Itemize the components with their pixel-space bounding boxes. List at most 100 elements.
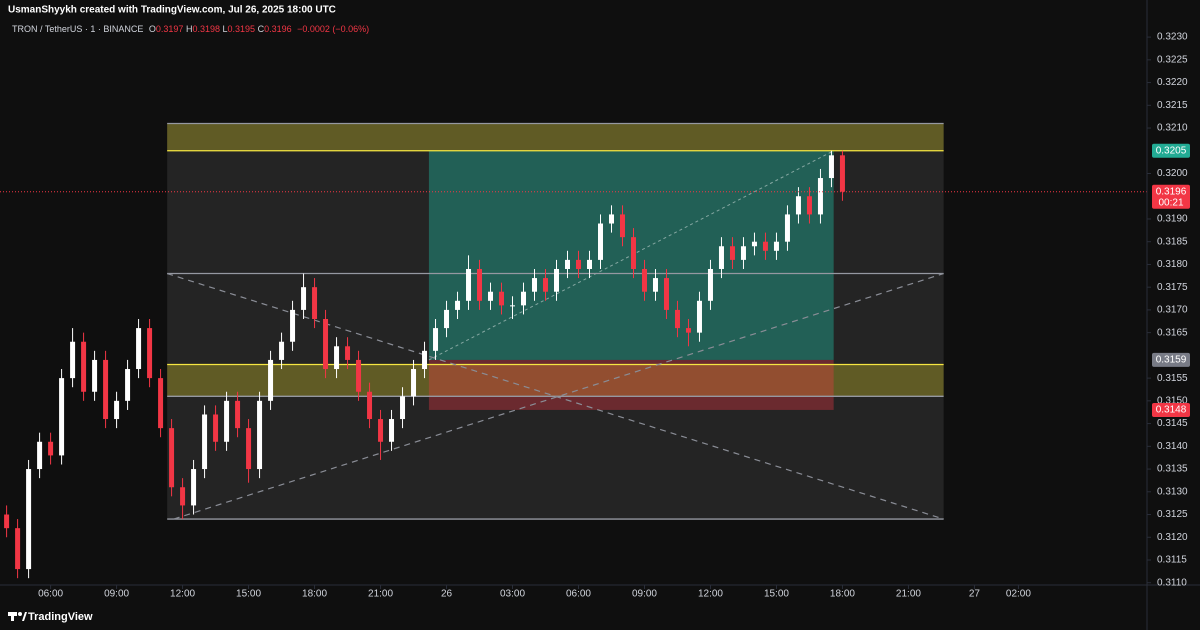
- candle-body: [817, 178, 823, 215]
- x-tick-label: 03:00: [500, 589, 525, 600]
- candle-body: [554, 268, 560, 292]
- brand-name: TradingView: [28, 611, 93, 623]
- last-price-label: 0.3196: [1156, 186, 1187, 197]
- candle-body: [543, 278, 549, 292]
- candle-body: [455, 300, 461, 310]
- candle-body: [158, 378, 164, 429]
- candle-body: [707, 268, 713, 301]
- position-path: [428, 150, 834, 361]
- y-tick-label: 0.3190: [1157, 214, 1188, 225]
- price-badge: [1152, 143, 1190, 158]
- y-tick-label: 0.3225: [1157, 54, 1188, 65]
- y-tick-label: 0.3215: [1157, 100, 1188, 111]
- candle-body: [784, 214, 790, 242]
- candle-body: [202, 414, 208, 470]
- candle-body: [290, 309, 296, 342]
- candle-body: [81, 341, 87, 392]
- x-tick-label: 15:00: [764, 589, 789, 600]
- candle-body: [521, 291, 527, 306]
- candle-body: [795, 196, 801, 215]
- candle-body: [729, 246, 735, 260]
- y-tick-label: 0.3130: [1157, 486, 1188, 497]
- candle-body: [92, 359, 98, 392]
- candle-body: [235, 400, 241, 429]
- last-price-badge: [1152, 184, 1190, 209]
- candle-body: [488, 291, 494, 301]
- x-tick-label: 02:00: [1006, 589, 1031, 600]
- zone: [167, 123, 944, 151]
- candle-body: [565, 259, 571, 269]
- candle-body: [597, 223, 603, 260]
- y-tick-label: 0.3165: [1157, 327, 1188, 338]
- candle-body: [367, 391, 373, 420]
- candle-body: [740, 246, 746, 260]
- ohlc-key: H: [186, 24, 193, 34]
- y-tick-label: 0.3230: [1157, 32, 1188, 43]
- y-tick-label: 0.3125: [1157, 509, 1188, 520]
- ohlc-value: 0.3195: [228, 24, 256, 34]
- candle-body: [477, 268, 483, 301]
- y-tick-label: 0.3180: [1157, 259, 1188, 270]
- candle-body: [532, 278, 538, 292]
- x-tick-label: 26: [441, 589, 453, 600]
- position-loss: [428, 359, 834, 410]
- y-tick-label: 0.3200: [1157, 168, 1188, 179]
- candle-body: [279, 341, 285, 360]
- candle-body: [663, 278, 669, 310]
- candle-body: [411, 369, 417, 397]
- y-tick-label: 0.3110: [1157, 577, 1187, 588]
- price-badge-label: 0.3205: [1156, 145, 1187, 156]
- price-badge: [1152, 352, 1190, 367]
- ohlc-value: 0.3197: [156, 24, 184, 34]
- y-tick-label: 0.3120: [1157, 532, 1188, 543]
- x-tick-label: 18:00: [302, 589, 327, 600]
- candle-body: [4, 514, 10, 529]
- candle-body: [619, 214, 625, 238]
- candle-body: [257, 400, 263, 470]
- y-tick-label: 0.3140: [1157, 441, 1188, 452]
- x-tick-label: 27: [969, 589, 981, 600]
- x-tick-label: 21:00: [368, 589, 393, 600]
- y-tick-label: 0.3150: [1157, 395, 1188, 406]
- y-tick-label: 0.3175: [1157, 282, 1188, 293]
- candle-body: [806, 196, 812, 215]
- candle-body: [301, 287, 307, 310]
- symbol: TRON / TetherUS · 1 · BINANCE: [12, 24, 143, 34]
- x-tick-label: 12:00: [170, 589, 195, 600]
- price-badge: [1152, 402, 1190, 417]
- candle-body: [718, 246, 724, 269]
- candle-body: [378, 419, 384, 442]
- logo-shape: [11, 612, 14, 621]
- candle-body: [773, 241, 779, 251]
- candle-body: [422, 350, 428, 370]
- y-tick-label: 0.3170: [1157, 305, 1188, 316]
- candle-body: [630, 237, 636, 269]
- candle-body: [37, 441, 43, 470]
- candle-body: [334, 346, 340, 370]
- candle-body: [608, 214, 614, 224]
- candle-body: [15, 528, 21, 570]
- symbol-legend: TRON / TetherUS · 1 · BINANCE O0.3197 H0…: [12, 24, 369, 34]
- candle-body: [70, 341, 76, 379]
- candle-body: [59, 378, 65, 456]
- y-tick-label: 0.3155: [1157, 373, 1188, 384]
- y-tick-label: 0.3145: [1157, 418, 1188, 429]
- candle-body: [268, 359, 274, 401]
- ohlc-key: L: [223, 24, 228, 34]
- zone: [167, 364, 944, 397]
- candle-body: [828, 155, 834, 179]
- x-tick-label: 12:00: [698, 589, 723, 600]
- candle-body: [191, 469, 197, 506]
- x-tick-label: 15:00: [236, 589, 261, 600]
- ohlc-value: 0.3198: [192, 24, 220, 34]
- candle-body: [575, 259, 581, 269]
- x-tick-label: 18:00: [830, 589, 855, 600]
- y-tick-label: 0.3135: [1157, 464, 1188, 475]
- y-tick-label: 0.3220: [1157, 77, 1188, 88]
- candle-body: [136, 328, 142, 370]
- candle-body: [762, 241, 768, 251]
- candle-body: [466, 268, 472, 301]
- candle-body: [213, 414, 219, 442]
- candle-body: [323, 319, 329, 370]
